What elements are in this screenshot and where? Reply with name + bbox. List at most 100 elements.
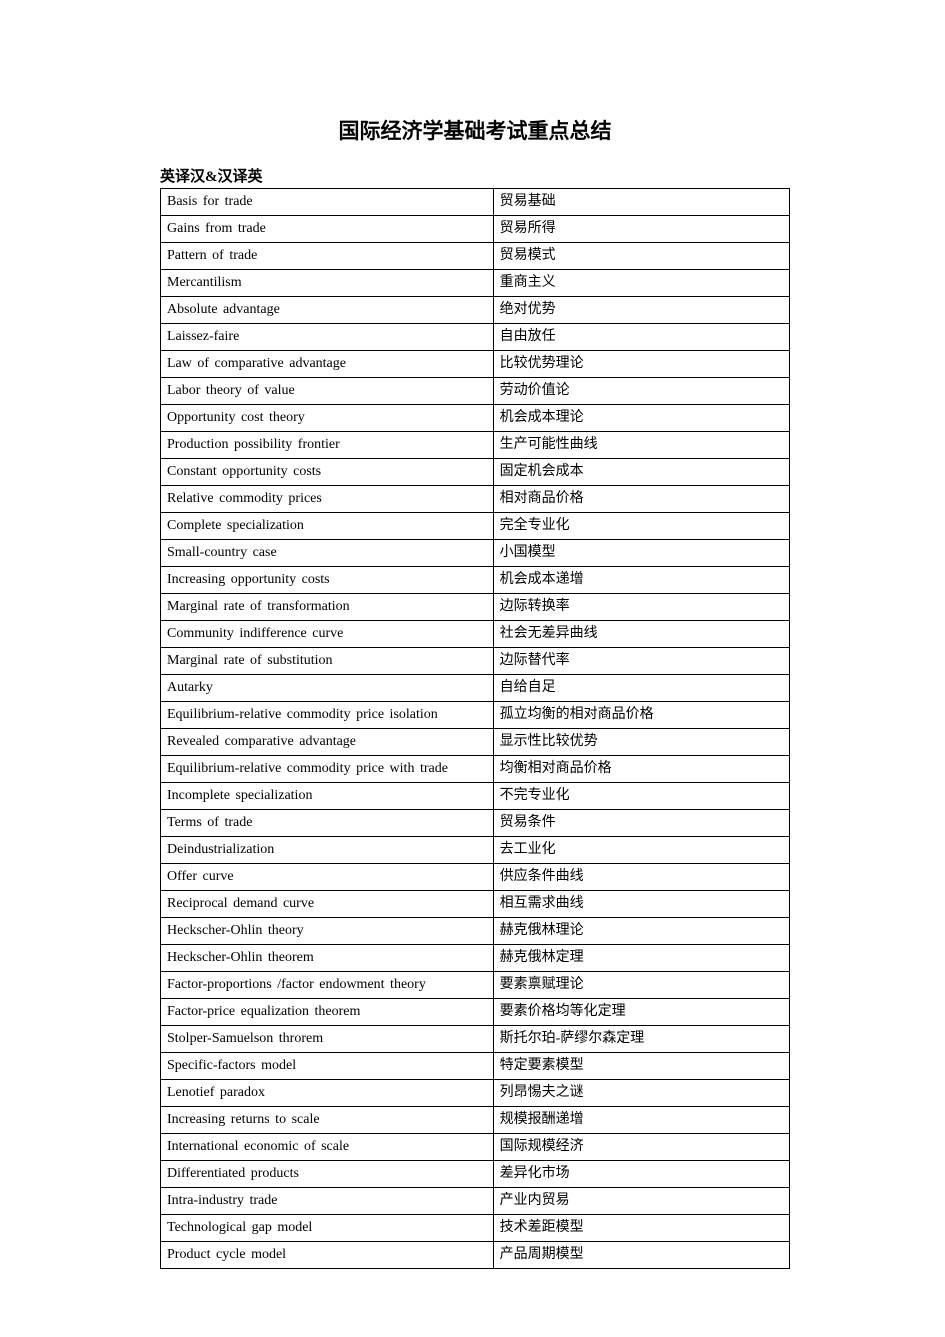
table-row: Laissez-faire自由放任 — [161, 324, 790, 351]
chinese-cell: 供应条件曲线 — [493, 864, 789, 891]
table-row: Specific-factors model特定要素模型 — [161, 1053, 790, 1080]
english-cell: Marginal rate of transformation — [161, 594, 494, 621]
chinese-cell: 显示性比较优势 — [493, 729, 789, 756]
chinese-cell: 规模报酬递增 — [493, 1107, 789, 1134]
chinese-cell: 斯托尔珀-萨缪尔森定理 — [493, 1026, 789, 1053]
table-row: Equilibrium-relative commodity price iso… — [161, 702, 790, 729]
table-row: Heckscher-Ohlin theorem赫克俄林定理 — [161, 945, 790, 972]
table-row: Law of comparative advantage比较优势理论 — [161, 351, 790, 378]
chinese-cell: 贸易基础 — [493, 189, 789, 216]
chinese-cell: 边际转换率 — [493, 594, 789, 621]
section-label: 英译汉&汉译英 — [160, 165, 790, 186]
english-cell: Factor-proportions /factor endowment the… — [161, 972, 494, 999]
chinese-cell: 小国模型 — [493, 540, 789, 567]
table-row: Pattern of trade贸易模式 — [161, 243, 790, 270]
chinese-cell: 去工业化 — [493, 837, 789, 864]
table-row: Increasing returns to scale规模报酬递增 — [161, 1107, 790, 1134]
english-cell: Community indifference curve — [161, 621, 494, 648]
english-cell: Intra-industry trade — [161, 1188, 494, 1215]
table-row: Marginal rate of transformation边际转换率 — [161, 594, 790, 621]
table-row: Deindustrialization去工业化 — [161, 837, 790, 864]
table-row: Relative commodity prices相对商品价格 — [161, 486, 790, 513]
english-cell: Increasing returns to scale — [161, 1107, 494, 1134]
english-cell: Equilibrium-relative commodity price wit… — [161, 756, 494, 783]
chinese-cell: 赫克俄林理论 — [493, 918, 789, 945]
table-row: Equilibrium-relative commodity price wit… — [161, 756, 790, 783]
table-row: Lenotief paradox列昂惕夫之谜 — [161, 1080, 790, 1107]
english-cell: Basis for trade — [161, 189, 494, 216]
english-cell: Absolute advantage — [161, 297, 494, 324]
chinese-cell: 产品周期模型 — [493, 1242, 789, 1269]
english-cell: Complete specialization — [161, 513, 494, 540]
table-row: Reciprocal demand curve相互需求曲线 — [161, 891, 790, 918]
table-row: Mercantilism重商主义 — [161, 270, 790, 297]
chinese-cell: 特定要素模型 — [493, 1053, 789, 1080]
english-cell: Heckscher-Ohlin theory — [161, 918, 494, 945]
english-cell: Specific-factors model — [161, 1053, 494, 1080]
table-row: Incomplete specialization不完专业化 — [161, 783, 790, 810]
chinese-cell: 社会无差异曲线 — [493, 621, 789, 648]
table-row: Opportunity cost theory机会成本理论 — [161, 405, 790, 432]
english-cell: International economic of scale — [161, 1134, 494, 1161]
english-cell: Revealed comparative advantage — [161, 729, 494, 756]
chinese-cell: 机会成本理论 — [493, 405, 789, 432]
english-cell: Pattern of trade — [161, 243, 494, 270]
table-row: Marginal rate of substitution边际替代率 — [161, 648, 790, 675]
english-cell: Law of comparative advantage — [161, 351, 494, 378]
english-cell: Factor-price equalization theorem — [161, 999, 494, 1026]
english-cell: Gains from trade — [161, 216, 494, 243]
vocab-table: Basis for trade贸易基础Gains from trade贸易所得P… — [160, 188, 790, 1269]
table-row: Increasing opportunity costs机会成本递增 — [161, 567, 790, 594]
vocab-table-body: Basis for trade贸易基础Gains from trade贸易所得P… — [161, 189, 790, 1269]
table-row: Revealed comparative advantage显示性比较优势 — [161, 729, 790, 756]
table-row: Absolute advantage绝对优势 — [161, 297, 790, 324]
chinese-cell: 比较优势理论 — [493, 351, 789, 378]
page-title: 国际经济学基础考试重点总结 — [160, 115, 790, 145]
chinese-cell: 劳动价值论 — [493, 378, 789, 405]
table-row: Labor theory of value劳动价值论 — [161, 378, 790, 405]
chinese-cell: 绝对优势 — [493, 297, 789, 324]
table-row: Gains from trade贸易所得 — [161, 216, 790, 243]
english-cell: Product cycle model — [161, 1242, 494, 1269]
chinese-cell: 固定机会成本 — [493, 459, 789, 486]
chinese-cell: 产业内贸易 — [493, 1188, 789, 1215]
english-cell: Reciprocal demand curve — [161, 891, 494, 918]
chinese-cell: 相互需求曲线 — [493, 891, 789, 918]
chinese-cell: 边际替代率 — [493, 648, 789, 675]
chinese-cell: 生产可能性曲线 — [493, 432, 789, 459]
table-row: International economic of scale国际规模经济 — [161, 1134, 790, 1161]
table-row: Stolper-Samuelson throrem斯托尔珀-萨缪尔森定理 — [161, 1026, 790, 1053]
chinese-cell: 完全专业化 — [493, 513, 789, 540]
table-row: Complete specialization完全专业化 — [161, 513, 790, 540]
table-row: Constant opportunity costs固定机会成本 — [161, 459, 790, 486]
table-row: Factor-proportions /factor endowment the… — [161, 972, 790, 999]
document-page: 国际经济学基础考试重点总结 英译汉&汉译英 Basis for trade贸易基… — [0, 0, 945, 1337]
table-row: Terms of trade贸易条件 — [161, 810, 790, 837]
english-cell: Offer curve — [161, 864, 494, 891]
english-cell: Differentiated products — [161, 1161, 494, 1188]
table-row: Offer curve供应条件曲线 — [161, 864, 790, 891]
english-cell: Heckscher-Ohlin theorem — [161, 945, 494, 972]
english-cell: Laissez-faire — [161, 324, 494, 351]
chinese-cell: 贸易所得 — [493, 216, 789, 243]
chinese-cell: 技术差距模型 — [493, 1215, 789, 1242]
english-cell: Relative commodity prices — [161, 486, 494, 513]
table-row: Production possibility frontier生产可能性曲线 — [161, 432, 790, 459]
english-cell: Small-country case — [161, 540, 494, 567]
english-cell: Constant opportunity costs — [161, 459, 494, 486]
english-cell: Opportunity cost theory — [161, 405, 494, 432]
chinese-cell: 相对商品价格 — [493, 486, 789, 513]
english-cell: Production possibility frontier — [161, 432, 494, 459]
table-row: Intra-industry trade产业内贸易 — [161, 1188, 790, 1215]
english-cell: Mercantilism — [161, 270, 494, 297]
english-cell: Technological gap model — [161, 1215, 494, 1242]
english-cell: Terms of trade — [161, 810, 494, 837]
table-row: Autarky自给自足 — [161, 675, 790, 702]
english-cell: Increasing opportunity costs — [161, 567, 494, 594]
english-cell: Autarky — [161, 675, 494, 702]
chinese-cell: 差异化市场 — [493, 1161, 789, 1188]
chinese-cell: 重商主义 — [493, 270, 789, 297]
english-cell: Labor theory of value — [161, 378, 494, 405]
english-cell: Deindustrialization — [161, 837, 494, 864]
english-cell: Incomplete specialization — [161, 783, 494, 810]
